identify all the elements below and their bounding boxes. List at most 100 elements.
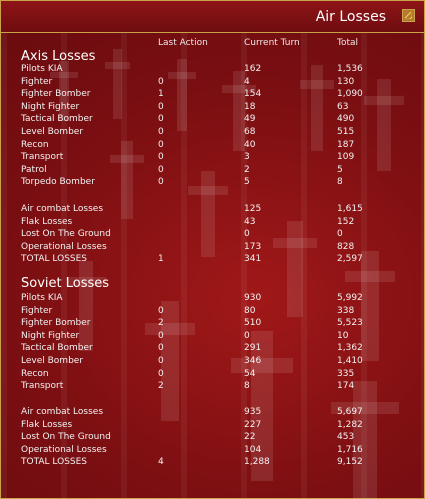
- table-row: Torpedo Bomber 0 5 8: [1, 176, 424, 188]
- cell-last: 1: [158, 254, 164, 265]
- table-row: Operational Losses 173 828: [1, 241, 424, 253]
- grave-cross: [222, 71, 256, 151]
- table-row: Recon 0 54 335: [1, 368, 424, 380]
- table-row: Night Fighter 0 0 10: [1, 330, 424, 342]
- cell-last: 0: [158, 368, 164, 379]
- col-total: Total: [337, 38, 359, 48]
- cell-total: 109: [337, 152, 355, 163]
- cell-current: 80: [244, 305, 256, 316]
- cell-label: Fighter Bomber: [21, 318, 91, 329]
- cell-current: 49: [244, 114, 256, 125]
- table-row: Tactical Bomber 0 291 1,362: [1, 342, 424, 354]
- cell-total: 1,410: [337, 356, 363, 366]
- cell-total: 10: [337, 330, 349, 341]
- cell-last: 0: [158, 356, 164, 366]
- cell-current: 8: [244, 381, 250, 392]
- cell-current: 68: [244, 127, 256, 137]
- cell-label: Pilots KIA: [21, 64, 63, 74]
- cell-last: 2: [158, 381, 164, 392]
- axis-section-title: Axis Losses: [21, 49, 96, 64]
- cell-current: 173: [244, 241, 262, 252]
- cell-label: Operational Losses: [21, 241, 107, 252]
- cell-label: Level Bomber: [21, 356, 84, 366]
- cell-label: Tactical Bomber: [21, 114, 93, 125]
- table-row: TOTAL LOSSES 4 1,288 9,152: [1, 456, 424, 468]
- cell-current: 104: [244, 444, 262, 455]
- table-row: TOTAL LOSSES 1 341 2,597: [1, 253, 424, 265]
- cell-current: 341: [244, 254, 262, 265]
- map-icon[interactable]: [402, 9, 415, 22]
- cell-last: 1: [158, 89, 164, 100]
- table-row: Level Bomber 0 346 1,410: [1, 355, 424, 367]
- cell-label: Pilots KIA: [21, 293, 63, 303]
- cell-label: Fighter: [21, 305, 53, 316]
- cell-total: 1,536: [337, 64, 363, 74]
- cell-label: Operational Losses: [21, 444, 107, 455]
- cell-current: 3: [244, 152, 250, 163]
- table-row: Operational Losses 104 1,716: [1, 444, 424, 456]
- grave-cross: [144, 301, 196, 421]
- table-row: Recon 0 40 187: [1, 139, 424, 151]
- cell-current: 40: [244, 139, 256, 150]
- table-row: Transport 2 8 174: [1, 380, 424, 392]
- cell-label: Flak Losses: [21, 216, 73, 227]
- table-row: Transport 0 3 109: [1, 151, 424, 163]
- table-row: Tactical Bomber 0 49 490: [1, 113, 424, 125]
- grave-cross: [364, 79, 404, 171]
- grave-cross: [231, 331, 293, 481]
- table-row: Fighter 0 80 338: [1, 305, 424, 317]
- cell-total: 187: [337, 139, 355, 150]
- cell-label: Tactical Bomber: [21, 343, 93, 354]
- table-row: Level Bomber 0 68 515: [1, 126, 424, 138]
- cell-current: 43: [244, 216, 256, 227]
- cell-total: 9,152: [337, 457, 363, 468]
- cell-current: 291: [244, 343, 262, 354]
- cell-label: TOTAL LOSSES: [21, 254, 88, 265]
- cell-current: 1,288: [244, 457, 270, 468]
- cell-label: Level Bomber: [21, 127, 84, 137]
- cell-last: 0: [158, 114, 164, 125]
- cell-label: Lost On The Ground: [21, 432, 111, 443]
- table-row: Flak Losses 43 152: [1, 216, 424, 228]
- grave-cross: [168, 59, 196, 131]
- table-row: Lost On The Ground 22 453: [1, 431, 424, 443]
- cell-total: 5,523: [337, 318, 363, 329]
- cell-label: Patrol: [21, 164, 47, 175]
- grave-cross: [344, 251, 396, 361]
- soviet-section-title: Soviet Losses: [21, 276, 110, 291]
- grave-cross: [110, 141, 144, 219]
- cell-label: Transport: [21, 152, 64, 163]
- cell-total: 2,597: [337, 254, 363, 265]
- cell-total: 453: [337, 432, 355, 443]
- grave-cross: [188, 171, 228, 257]
- cell-current: 4: [244, 76, 250, 87]
- cell-last: 2: [158, 318, 164, 329]
- cell-current: 18: [244, 101, 256, 112]
- table-row: Pilots KIA 162 1,536: [1, 63, 424, 75]
- cell-last: 0: [158, 152, 164, 163]
- table-row: Night Fighter 0 18 63: [1, 101, 424, 113]
- cell-current: 154: [244, 89, 262, 100]
- cell-last: 0: [158, 164, 164, 175]
- grave-cross: [272, 221, 318, 317]
- cell-label: Recon: [21, 368, 49, 379]
- cell-label: Air combat Losses: [21, 407, 104, 417]
- table-row: Fighter Bomber 2 510 5,523: [1, 317, 424, 329]
- cell-label: Flak Losses: [21, 419, 73, 430]
- cell-current: 346: [244, 356, 262, 366]
- cell-current: 930: [244, 293, 262, 303]
- grave-cross: [66, 261, 106, 351]
- cell-label: Night Fighter: [21, 101, 80, 112]
- cell-total: 8: [337, 177, 343, 188]
- table-row: Patrol 0 2 5: [1, 164, 424, 176]
- cell-last: 0: [158, 139, 164, 150]
- table-row: Lost On The Ground 0 0: [1, 228, 424, 240]
- table-row: Flak Losses 227 1,282: [1, 419, 424, 431]
- cell-last: 4: [158, 457, 164, 468]
- cell-label: Night Fighter: [21, 330, 80, 341]
- grave-cross: [50, 61, 78, 121]
- cell-total: 1,282: [337, 419, 363, 430]
- cell-label: Transport: [21, 381, 64, 392]
- window-title: Air Losses: [315, 9, 386, 25]
- cell-last: 0: [158, 127, 164, 137]
